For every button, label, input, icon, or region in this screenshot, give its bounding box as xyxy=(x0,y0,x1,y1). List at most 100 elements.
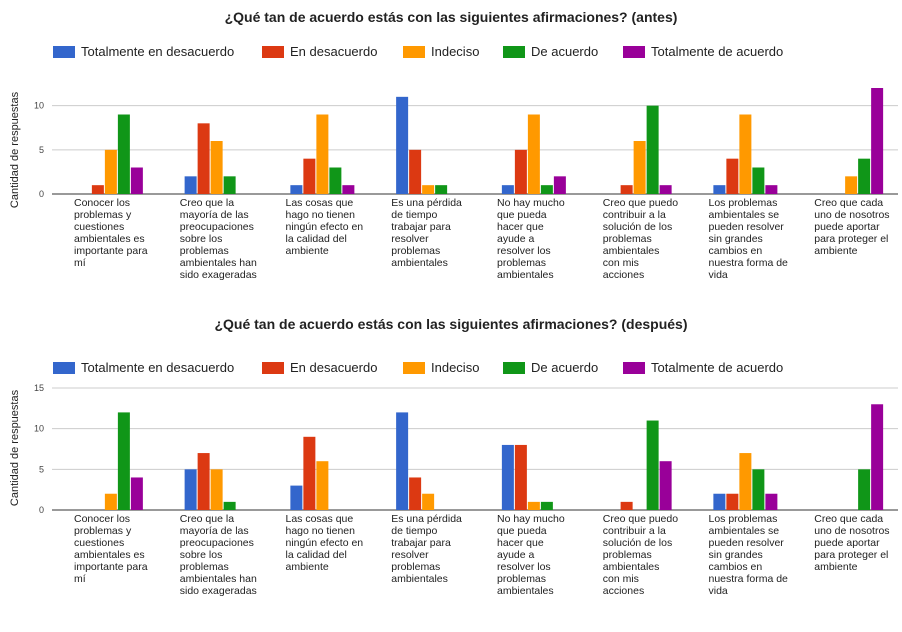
y-tick-label: 10 xyxy=(34,101,44,111)
bar xyxy=(130,167,143,194)
bar xyxy=(422,185,435,194)
bar xyxy=(316,461,329,510)
bar xyxy=(117,412,130,510)
bar xyxy=(858,469,871,510)
bar xyxy=(527,114,540,194)
x-category-label: Creo que cada uno de nosotros puede aporta… xyxy=(814,197,889,257)
chart-title: ¿Qué tan de acuerdo estás con las siguie… xyxy=(225,9,678,25)
bar xyxy=(409,149,422,194)
bar xyxy=(290,185,303,194)
bar xyxy=(858,158,871,194)
legend-swatch xyxy=(503,46,525,58)
x-category-label: No hay mucho que pueda hacer que ayude a res… xyxy=(497,197,565,281)
bar xyxy=(620,501,633,510)
legend-swatch xyxy=(403,46,425,58)
y-tick-label: 0 xyxy=(39,189,44,199)
bar xyxy=(514,444,527,510)
legend-entry: En desacuerdo xyxy=(290,360,377,375)
bar xyxy=(422,493,435,510)
bar xyxy=(223,176,236,194)
x-category-label: Conocer los problemas y cuestiones ambienta… xyxy=(74,513,148,585)
bar xyxy=(104,149,117,194)
x-category-label: Es una pérdida de tiempo trabajar para reso… xyxy=(391,197,462,269)
legend-entry: Indeciso xyxy=(431,360,479,375)
legend-entry: Totalmente de acuerdo xyxy=(651,360,783,375)
bar xyxy=(739,114,752,194)
bar xyxy=(329,167,342,194)
bar xyxy=(871,88,884,194)
bar xyxy=(713,493,726,510)
bar xyxy=(514,149,527,194)
x-category-label: Conocer los problemas y cuestiones ambienta… xyxy=(74,197,148,269)
bar xyxy=(752,167,765,194)
legend-entry: Totalmente en desacuerdo xyxy=(81,44,234,59)
chart-title: ¿Qué tan de acuerdo estás con las siguie… xyxy=(214,316,687,332)
bar xyxy=(659,461,672,510)
bar xyxy=(765,493,778,510)
bar xyxy=(646,105,659,194)
bar xyxy=(752,469,765,510)
bar xyxy=(527,501,540,510)
x-category-label: Creo que puedo contribuir a la solución de… xyxy=(603,197,678,281)
x-category-label: Los problemas ambientales se pueden resolv… xyxy=(709,197,789,281)
bar xyxy=(739,453,752,510)
x-category-label: Creo que la mayoría de las preocupaciones s… xyxy=(180,197,257,281)
bar xyxy=(659,185,672,194)
legend-entry: De acuerdo xyxy=(531,44,598,59)
bar xyxy=(104,493,117,510)
legend-entry: Totalmente de acuerdo xyxy=(651,44,783,59)
x-category-label: Los problemas ambientales se pueden resolv… xyxy=(709,513,789,597)
y-tick-label: 10 xyxy=(34,424,44,434)
chart-antes-svg: ¿Qué tan de acuerdo estás con las siguie… xyxy=(9,9,898,281)
legend-swatch xyxy=(53,46,75,58)
bar xyxy=(435,185,448,194)
chart-despues-svg: ¿Qué tan de acuerdo estás con las siguie… xyxy=(9,316,898,597)
legend-swatch xyxy=(53,362,75,374)
bar xyxy=(91,185,104,194)
bar xyxy=(620,185,633,194)
bar xyxy=(396,412,409,510)
x-category-label: Creo que puedo contribuir a la solución de… xyxy=(603,513,678,597)
bar xyxy=(303,436,316,510)
bar xyxy=(871,404,884,510)
bar xyxy=(223,501,236,510)
bar xyxy=(633,141,646,194)
bar xyxy=(290,485,303,510)
bar xyxy=(210,141,223,194)
bar xyxy=(540,185,553,194)
bar xyxy=(197,453,210,510)
bar xyxy=(501,185,514,194)
y-axis-label: Cantidad de respuestas xyxy=(9,389,21,506)
bar xyxy=(713,185,726,194)
legend-swatch xyxy=(262,362,284,374)
chart-despues: ¿Qué tan de acuerdo estás con las siguie… xyxy=(0,316,902,632)
y-tick-label: 0 xyxy=(39,505,44,515)
bar xyxy=(316,114,329,194)
legend-entry: De acuerdo xyxy=(531,360,598,375)
bar xyxy=(184,469,197,510)
bar xyxy=(210,469,223,510)
legend-entry: En desacuerdo xyxy=(290,44,377,59)
legend-swatch xyxy=(503,362,525,374)
legend-swatch xyxy=(623,46,645,58)
legend-swatch xyxy=(403,362,425,374)
bar xyxy=(845,176,858,194)
bar xyxy=(184,176,197,194)
y-tick-label: 5 xyxy=(39,145,44,155)
bar xyxy=(726,493,739,510)
bar xyxy=(342,185,355,194)
bar xyxy=(396,96,409,194)
x-category-label: Creo que cada uno de nosotros puede aporta… xyxy=(814,513,889,573)
bar xyxy=(765,185,778,194)
x-category-label: No hay mucho que pueda hacer que ayude a res… xyxy=(497,513,565,597)
legend-entry: Indeciso xyxy=(431,44,479,59)
bar xyxy=(501,444,514,510)
legend-entry: Totalmente en desacuerdo xyxy=(81,360,234,375)
x-category-label: Creo que la mayoría de las preocupaciones s… xyxy=(180,513,257,597)
chart-antes: ¿Qué tan de acuerdo estás con las siguie… xyxy=(9,9,898,281)
bar xyxy=(130,477,143,510)
x-category-label: Las cosas que hago no tienen ningún efecto… xyxy=(286,513,364,573)
legend-swatch xyxy=(262,46,284,58)
y-tick-label: 5 xyxy=(39,464,44,474)
y-tick-label: 15 xyxy=(34,383,44,393)
